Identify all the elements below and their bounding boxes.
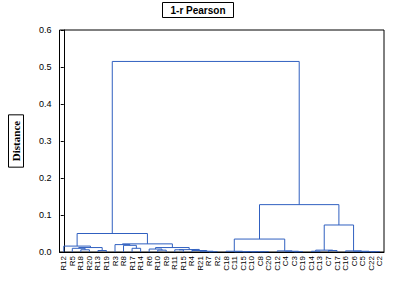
svg-text:0.6: 0.6 [39, 25, 52, 35]
svg-text:0.4: 0.4 [39, 99, 52, 109]
svg-text:C10: C10 [247, 256, 257, 271]
svg-text:R6: R6 [144, 256, 154, 267]
svg-text:C6: C6 [349, 256, 359, 267]
svg-text:R5: R5 [67, 256, 77, 267]
svg-text:R17: R17 [127, 256, 137, 271]
svg-text:0.0: 0.0 [39, 247, 52, 257]
svg-text:C2: C2 [375, 255, 384, 266]
svg-text:R21: R21 [195, 256, 205, 271]
svg-text:C5: C5 [358, 256, 368, 267]
svg-text:R9: R9 [161, 256, 171, 267]
svg-text:R10: R10 [153, 256, 163, 271]
svg-text:0.5: 0.5 [39, 62, 52, 72]
svg-text:R7: R7 [204, 256, 214, 267]
svg-text:R11: R11 [170, 256, 180, 271]
svg-text:R2: R2 [213, 256, 222, 267]
svg-text:C7: C7 [324, 256, 333, 267]
svg-text:C18: C18 [221, 256, 231, 271]
svg-text:R13: R13 [93, 256, 103, 271]
svg-text:C14: C14 [306, 256, 316, 271]
svg-text:R4: R4 [187, 256, 197, 267]
svg-text:C16: C16 [341, 256, 351, 271]
svg-text:C22: C22 [366, 256, 376, 271]
svg-text:C17: C17 [332, 256, 342, 271]
svg-text:0.1: 0.1 [39, 210, 52, 220]
svg-text:Distance: Distance [10, 121, 22, 161]
svg-text:R3: R3 [110, 256, 120, 267]
svg-text:R19: R19 [102, 256, 111, 271]
svg-text:1-r Pearson: 1-r Pearson [170, 5, 225, 16]
svg-text:0.3: 0.3 [39, 136, 52, 146]
svg-text:C15: C15 [238, 256, 248, 271]
svg-text:R12: R12 [59, 256, 69, 271]
svg-text:C19: C19 [298, 256, 308, 271]
svg-text:C11: C11 [230, 256, 240, 271]
svg-text:C13: C13 [315, 256, 325, 271]
svg-text:R18: R18 [76, 256, 86, 271]
svg-text:R14: R14 [136, 256, 146, 271]
svg-text:R15: R15 [178, 256, 188, 271]
svg-text:C4: C4 [281, 256, 291, 267]
svg-text:C20: C20 [264, 256, 274, 271]
svg-text:C8: C8 [255, 256, 265, 267]
svg-text:R20: R20 [84, 256, 94, 271]
svg-text:0.2: 0.2 [39, 173, 52, 183]
svg-text:C12: C12 [272, 256, 282, 271]
svg-text:C3: C3 [289, 256, 299, 267]
svg-text:R8: R8 [119, 256, 128, 267]
